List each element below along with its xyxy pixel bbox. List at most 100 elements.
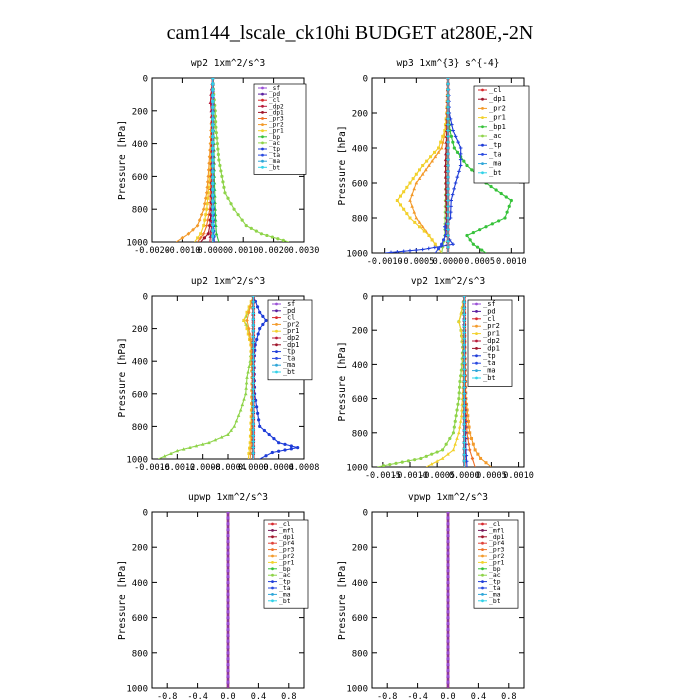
legend-marker-ma [475,369,478,372]
x-tick-label: -0.0020 [134,246,170,256]
legend-label: _bt [489,169,502,177]
series-point-tp [296,445,300,450]
series-point-bp1 [503,216,507,220]
series-point-ac [457,397,461,401]
panel-title: upwp 1xm^2/s^3 [188,492,268,503]
legend-marker-ma [271,593,274,596]
series-point-bt [211,94,215,98]
series-point-bt [211,111,215,115]
x-tick-label: -0.4 [407,692,427,700]
series-point-pr1 [196,236,200,240]
series-point-bt [462,434,467,439]
x-tick-label: 0.0004 [263,463,294,473]
series-point-pr1 [433,150,437,154]
series-point-pr2 [205,185,210,190]
series-point-sf [226,522,230,526]
series-point-bt [211,205,215,209]
series-point-bt [446,140,450,144]
legend-marker-ma [481,162,484,166]
series-point-ac [452,425,456,429]
x-tick-label: 0.0020 [258,246,289,256]
series-point-pr2 [249,342,254,347]
series-point-ac [451,431,456,435]
series-point-pr1 [439,140,443,144]
y-axis-label: Pressure [hPa] [117,120,128,200]
series-point-pr2 [204,190,209,195]
series-point-pr1 [441,134,445,138]
y-axis-label: Pressure [hPa] [117,337,128,417]
series-point-pr2 [467,425,471,429]
series-point-bt [462,367,467,372]
legend-label: _ta [279,584,291,592]
series-point-bt [251,340,256,345]
series-point-pr1 [443,123,447,127]
series-point-tp [455,175,460,179]
y-tick-label: 600 [132,614,148,624]
x-tick-label: 0.4 [251,692,266,700]
series-point-bt [211,193,215,197]
legend-label: _ma [483,367,496,375]
legend-label: _dp2 [269,103,284,110]
series-point-ac [218,163,222,168]
series-point-bt [462,391,467,396]
y-tick-label: 200 [352,110,368,120]
series-point-bt [446,99,450,104]
series-point-sf [446,557,450,561]
legend-label: _pr2 [283,320,299,328]
series-point-pr1 [206,196,210,200]
series-point-pr1 [408,181,412,185]
series-point-ac [440,448,445,452]
series-point-bt [251,410,256,415]
series-point-ac [217,158,221,162]
series-point-pr2 [248,304,253,309]
x-tick-label: 0.0000 [238,463,269,473]
x-tick-label: -0.0015 [365,471,401,481]
legend-label: _dp2 [283,334,299,342]
series-point-bt [211,170,215,174]
series-point-bt [251,317,256,322]
legend-label: _sf [483,300,496,308]
series-point-ac [413,458,417,462]
series-sf [226,512,230,688]
series-point-bp1 [471,242,475,246]
series-point-tp [426,246,431,251]
series-point-bt [462,300,467,304]
y-tick-label: 0 [143,293,148,303]
series-point-dp1 [202,236,207,240]
series-point-sf [446,575,450,579]
series-point-bt [446,227,450,232]
series-point-bt [211,82,215,86]
series-point-pr2 [205,179,210,184]
y-tick-label: 400 [352,361,368,371]
legend-label: _ta [489,584,501,592]
legend-label: _pd [483,307,496,315]
x-tick-label: 0.0010 [496,257,527,267]
series-point-bt [211,199,215,203]
series-point-pr2 [436,150,441,154]
legend-label: _pr2 [269,122,284,129]
series-point-sf [226,668,230,672]
series-point-sf [446,512,450,514]
legend-marker-tp [475,354,478,358]
series-point-pr2 [417,220,422,224]
series-point-ac [215,142,219,146]
series-point-dp1 [206,232,210,236]
legend-label: _pr4 [489,539,505,547]
legend-marker-bp1 [481,125,484,129]
series-point-ac [400,460,404,464]
series-point-bt [251,364,256,368]
legend-label: _dp1 [489,95,506,103]
series-point-pr2 [408,198,412,202]
legend-label: _sf [269,85,280,92]
series-point-sf [446,610,450,614]
series-point-bp1 [489,184,493,189]
series-point-sf [446,651,450,655]
series-point-ac [281,238,285,242]
series-point-dp1 [443,163,448,167]
series-point-bt [251,323,256,327]
series-point-pr2 [476,452,480,456]
series-point-sf [226,680,230,684]
series-point-ac [259,232,264,236]
series-point-ac [448,436,452,441]
legend-label: _ma [283,361,295,369]
